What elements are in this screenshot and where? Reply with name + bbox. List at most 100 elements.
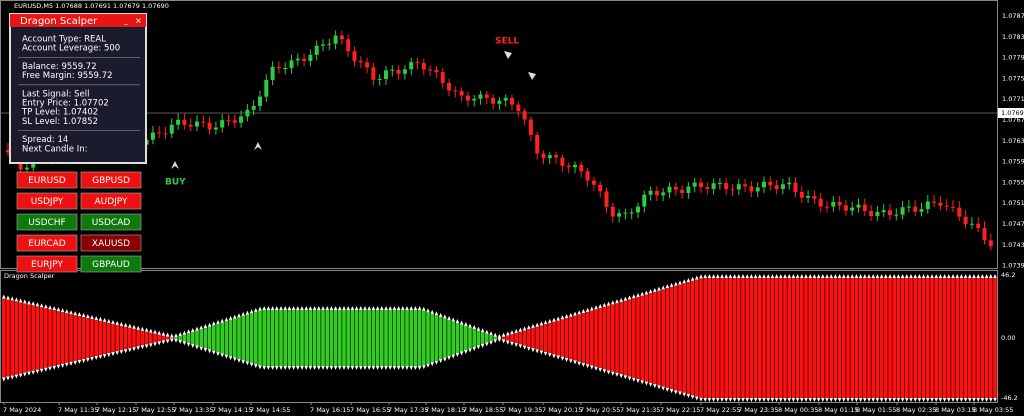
hist-tip [6, 376, 10, 381]
hist-bar [65, 313, 69, 363]
hist-bar [720, 278, 724, 398]
symbol-button-label[interactable]: USDCHF [28, 218, 65, 228]
hist-tip [938, 398, 943, 402]
hist-bar [207, 326, 212, 350]
hist-tip [182, 330, 187, 335]
hist-tip [774, 398, 779, 402]
hist-tip [690, 395, 695, 400]
candle [434, 70, 439, 73]
candle [963, 216, 968, 225]
hist-bar [56, 311, 61, 365]
hist-tip [846, 274, 850, 278]
hist-tip [220, 318, 224, 323]
hist-tip [191, 344, 195, 349]
hist-tip [308, 306, 313, 310]
candle [390, 69, 395, 71]
hist-bar [317, 310, 321, 366]
hist-tip [753, 274, 758, 278]
hist-tip [123, 322, 128, 327]
symbol-button-label[interactable]: EURCAD [28, 239, 66, 249]
hist-bar [854, 278, 859, 398]
hist-bar [73, 315, 77, 361]
symbol-button-label[interactable]: XAUUSD [92, 239, 130, 249]
hist-bar [942, 278, 947, 398]
symbol-button[interactable] [80, 171, 142, 189]
hist-tip [329, 366, 334, 370]
hist-tip [388, 366, 392, 370]
indicator-name: Dragon Scalper [4, 272, 55, 280]
symbol-button-label[interactable]: GBPUSD [92, 176, 130, 186]
hist-bar [678, 284, 682, 392]
time-label: 7 May 2024 [3, 406, 41, 414]
candle [881, 210, 886, 213]
hist-tip [18, 298, 23, 303]
hist-tip [884, 274, 888, 278]
symbol-button-label[interactable]: USDCAD [92, 218, 131, 228]
symbol-button[interactable] [16, 171, 78, 189]
candle [629, 212, 634, 214]
symbol-button[interactable] [80, 255, 142, 273]
symbol-button[interactable] [16, 234, 78, 252]
hist-tip [102, 317, 107, 322]
symbol-button[interactable] [80, 192, 142, 210]
hist-tip [669, 389, 674, 394]
close[interactable]: ✕ [135, 17, 142, 26]
hist-tip [842, 274, 846, 278]
symbol-button-label[interactable]: EURJPY [31, 260, 63, 270]
hist-tip [762, 398, 766, 402]
hist-tip [338, 366, 342, 370]
hist-tip [854, 274, 859, 278]
hist-tip [594, 305, 598, 310]
candle [699, 182, 703, 188]
hist-tip [405, 366, 409, 370]
symbol-button[interactable] [80, 213, 142, 231]
price-label: 1.07795 [1002, 54, 1024, 62]
hist-tip [741, 274, 745, 278]
symbol-button-label[interactable]: USDJPY [31, 197, 64, 207]
symbol-button[interactable] [80, 234, 142, 252]
hist-bar [829, 278, 833, 398]
time-label: 8 May 01:55 [856, 406, 896, 414]
hist-bar [947, 278, 951, 398]
candle [585, 171, 590, 181]
hist-bar [909, 278, 913, 398]
hist-tip [606, 370, 611, 375]
hist-tip [661, 285, 665, 290]
hist-tip [543, 320, 548, 325]
hist-tip [413, 366, 418, 370]
hist-bar [380, 310, 384, 366]
hist-tip [976, 398, 980, 402]
hist-bar [611, 304, 615, 372]
hist-bar [837, 278, 842, 398]
hist-bar [170, 337, 174, 339]
minimize[interactable]: _ [123, 16, 129, 25]
symbol-button-label[interactable]: AUDJPY [94, 197, 128, 207]
symbol-button[interactable] [16, 213, 78, 231]
hist-tip [577, 361, 581, 366]
candle [516, 104, 521, 112]
hist-tip [707, 398, 712, 402]
symbol-button[interactable] [16, 192, 78, 210]
hist-tip [81, 358, 86, 363]
candle [220, 120, 225, 128]
hist-tip [375, 306, 380, 310]
hist-tip [228, 315, 233, 320]
symbol-button-label[interactable]: EURUSD [28, 176, 66, 186]
hist-bar [569, 316, 573, 360]
candle [289, 60, 294, 68]
hist-bar [128, 327, 132, 349]
hist-tip [955, 398, 959, 402]
candle [673, 186, 678, 190]
candle [472, 98, 477, 101]
symbol-button-label[interactable]: GBPAUD [92, 260, 130, 270]
hist-bar [249, 313, 254, 363]
hist-tip [405, 306, 409, 310]
hist-bar [422, 310, 426, 366]
symbol-button[interactable] [16, 255, 78, 273]
hist-tip [363, 306, 367, 310]
hist-tip [438, 312, 443, 317]
hist-tip [396, 306, 401, 310]
candle [503, 97, 508, 101]
hist-tip [707, 274, 712, 278]
time-label: 7 May 20:15 [542, 406, 582, 414]
